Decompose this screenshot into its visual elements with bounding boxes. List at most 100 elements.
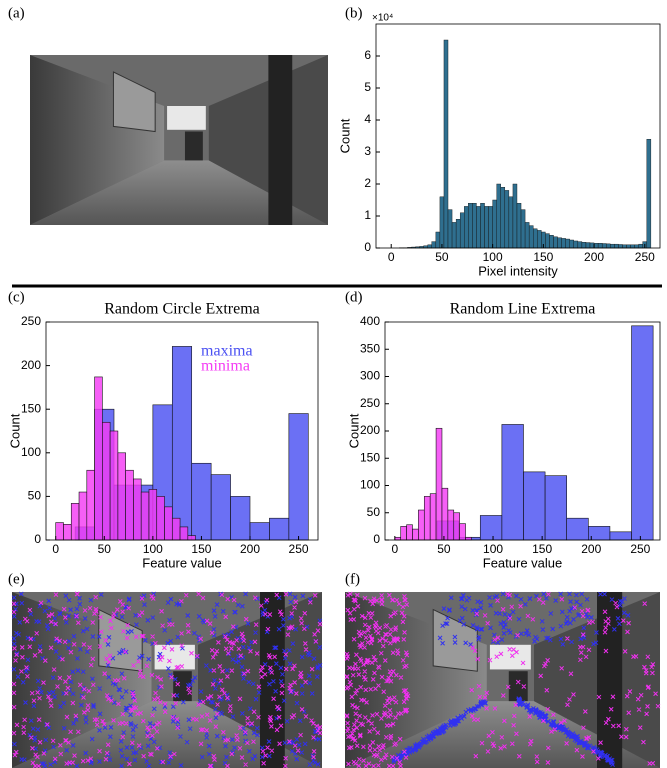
x-tick-label: 50: [435, 250, 449, 264]
x-tick-label: 0: [52, 542, 59, 556]
bar: [618, 244, 623, 249]
bar: [459, 523, 466, 541]
legend-entry: minima: [201, 358, 250, 375]
axes-frame: [45, 321, 319, 541]
bar: [94, 376, 103, 541]
bar: [638, 243, 643, 249]
x-tick-label: 50: [437, 542, 451, 556]
y-tick-label: 0: [34, 532, 41, 546]
y-tick-label: 200: [360, 423, 380, 437]
bar: [230, 496, 251, 541]
cabinet: [184, 131, 203, 161]
y-tick-label: 3: [364, 144, 371, 158]
bar: [164, 506, 173, 541]
panel-label: (b): [345, 5, 363, 21]
bar: [117, 452, 126, 541]
y-tick-label: 0: [373, 532, 380, 546]
bar: [447, 209, 453, 249]
legend-entry: maxima: [201, 343, 253, 360]
bar: [614, 243, 619, 249]
bar: [557, 237, 562, 249]
cabinet: [508, 671, 528, 702]
bar: [500, 186, 506, 249]
floor: [30, 160, 328, 225]
bar: [102, 421, 111, 541]
cabinet: [173, 671, 192, 702]
bar: [569, 239, 574, 249]
bar: [501, 424, 524, 541]
x-tick-label: 150: [191, 542, 211, 556]
board: [112, 71, 156, 133]
bar: [429, 493, 437, 541]
feature-markers: [344, 591, 661, 768]
bar: [191, 462, 212, 541]
y-tick-label: 250: [360, 396, 380, 410]
bar: [400, 526, 407, 541]
bar: [528, 225, 534, 249]
bar: [472, 202, 477, 249]
bar: [125, 469, 134, 541]
bar: [156, 496, 165, 541]
bar: [523, 471, 546, 541]
feature-markers: [391, 591, 631, 767]
axes-frame: [375, 23, 661, 249]
x-axis-label: Pixel intensity: [478, 263, 558, 278]
bar: [626, 244, 631, 249]
door: [597, 592, 623, 768]
bar: [508, 196, 514, 249]
bar: [476, 206, 481, 249]
photo: [30, 55, 328, 225]
bar: [646, 138, 652, 249]
window: [167, 106, 206, 130]
bar: [537, 230, 542, 249]
bar: [524, 222, 530, 249]
bar: [468, 202, 473, 249]
bar: [484, 206, 489, 249]
y-tick-label: 5: [364, 80, 371, 94]
bar: [533, 228, 538, 249]
x-tick-label: 200: [240, 542, 260, 556]
bar: [585, 242, 591, 249]
y-tick-label: 350: [360, 341, 380, 355]
bar: [171, 346, 193, 541]
bar: [634, 244, 639, 249]
feature-markers: [11, 591, 323, 768]
panel-label: (c): [8, 289, 25, 305]
bar: [465, 536, 472, 541]
bar: [597, 242, 603, 249]
bar: [606, 243, 611, 249]
y-tick-label: 6: [364, 48, 371, 62]
y-tick-label: 0: [364, 240, 371, 254]
window: [154, 644, 195, 670]
bar: [455, 218, 461, 249]
x-tick-label: 250: [289, 542, 309, 556]
panel-label: (a): [8, 5, 25, 21]
bar: [109, 430, 119, 541]
y-tick-label: 200: [21, 358, 41, 372]
x-tick-label: 200: [581, 542, 601, 556]
bar: [447, 509, 455, 541]
bar: [443, 39, 449, 249]
chart-title: Random Circle Extrema: [104, 301, 260, 318]
door: [268, 55, 293, 225]
bar: [86, 469, 95, 541]
bar: [479, 515, 503, 541]
x-tick-label: 100: [483, 542, 503, 556]
x-tick-label: 150: [532, 542, 552, 556]
bar: [78, 491, 88, 541]
bar: [480, 202, 485, 249]
bar: [512, 183, 518, 249]
bar: [187, 535, 196, 541]
y-tick-label: 250: [21, 314, 41, 328]
bar: [609, 531, 632, 541]
bar: [561, 238, 566, 249]
bar: [412, 528, 419, 541]
x-tick-label: 250: [630, 542, 650, 556]
bar: [516, 202, 522, 249]
y-tick-label: 50: [367, 505, 381, 519]
y-tick-label: 300: [360, 369, 380, 383]
bar: [565, 238, 570, 249]
feature-markers: [11, 591, 323, 768]
